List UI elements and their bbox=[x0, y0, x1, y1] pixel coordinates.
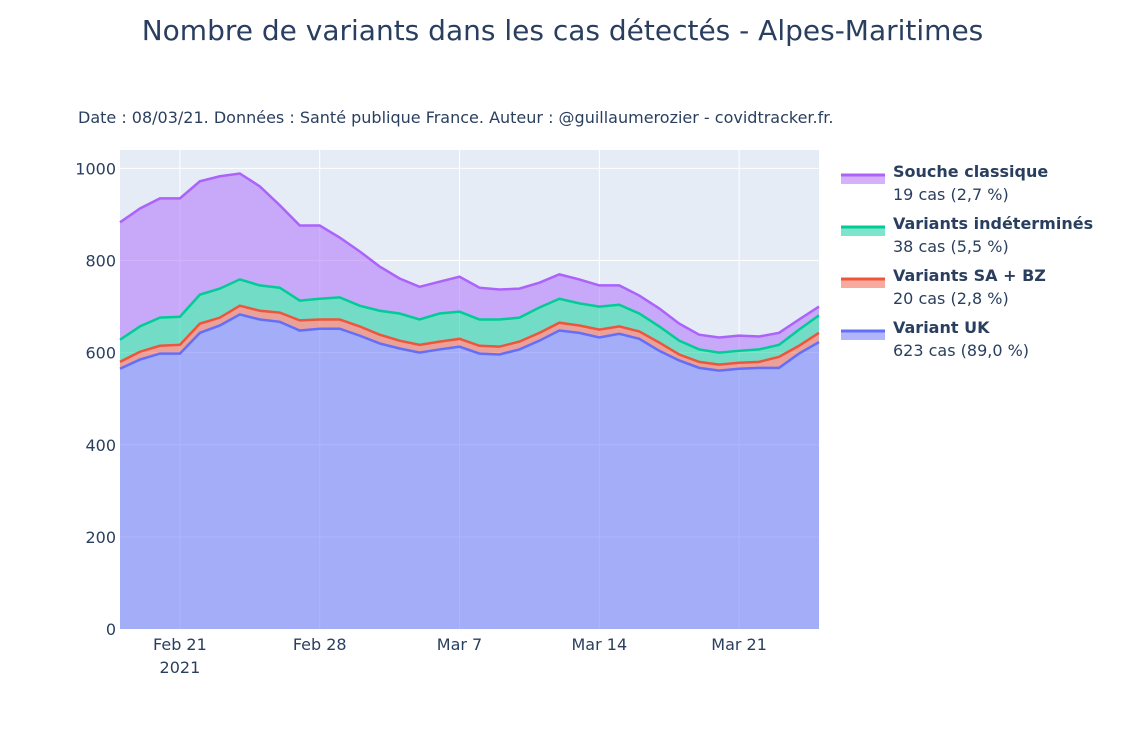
y-tick-label: 600 bbox=[85, 344, 116, 363]
x-tick-label: Feb 28 bbox=[293, 635, 347, 654]
legend-item-name: Variants SA + BZ bbox=[893, 266, 1046, 285]
legend-item-name: Variants indéterminés bbox=[893, 214, 1093, 233]
area-variant-uk bbox=[120, 314, 819, 629]
legend-swatch bbox=[841, 227, 885, 236]
legend-item-name: Variant UK bbox=[893, 318, 990, 337]
area-souche-classique bbox=[120, 173, 819, 353]
y-tick-label: 1000 bbox=[75, 159, 116, 178]
y-tick-label: 800 bbox=[85, 252, 116, 271]
x-tick-label: Mar 7 bbox=[437, 635, 482, 654]
x-tick-label: Mar 21 bbox=[711, 635, 767, 654]
line-variant-uk bbox=[119, 313, 820, 372]
line-souche-classique bbox=[119, 172, 820, 339]
legend-item-name: Souche classique bbox=[893, 162, 1048, 181]
area-variants-ind-termin-s bbox=[120, 279, 819, 365]
x-tick-label: Mar 14 bbox=[571, 635, 627, 654]
legend-swatch bbox=[841, 331, 885, 340]
legend-item-count: 19 cas (2,7 %) bbox=[893, 185, 1009, 204]
chart-title: Nombre de variants dans les cas détectés… bbox=[141, 14, 984, 47]
line-variants-sa-bz bbox=[119, 304, 820, 366]
x-tick-label: Feb 21 bbox=[153, 635, 207, 654]
legend-swatch bbox=[841, 175, 885, 184]
area-variants-sa-bz bbox=[120, 305, 819, 371]
legend-item-count: 20 cas (2,8 %) bbox=[893, 289, 1009, 308]
line-variants-ind-termin-s bbox=[119, 278, 820, 354]
legend-swatch bbox=[841, 279, 885, 288]
legend-item-count: 38 cas (5,5 %) bbox=[893, 237, 1009, 256]
chart-subtitle: Date : 08/03/21. Données : Santé publiqu… bbox=[78, 108, 834, 127]
x-tick-year-label: 2021 bbox=[160, 658, 201, 677]
y-tick-label: 200 bbox=[85, 528, 116, 547]
y-tick-label: 400 bbox=[85, 436, 116, 455]
y-tick-label: 0 bbox=[106, 620, 116, 639]
legend-item-count: 623 cas (89,0 %) bbox=[893, 341, 1029, 360]
